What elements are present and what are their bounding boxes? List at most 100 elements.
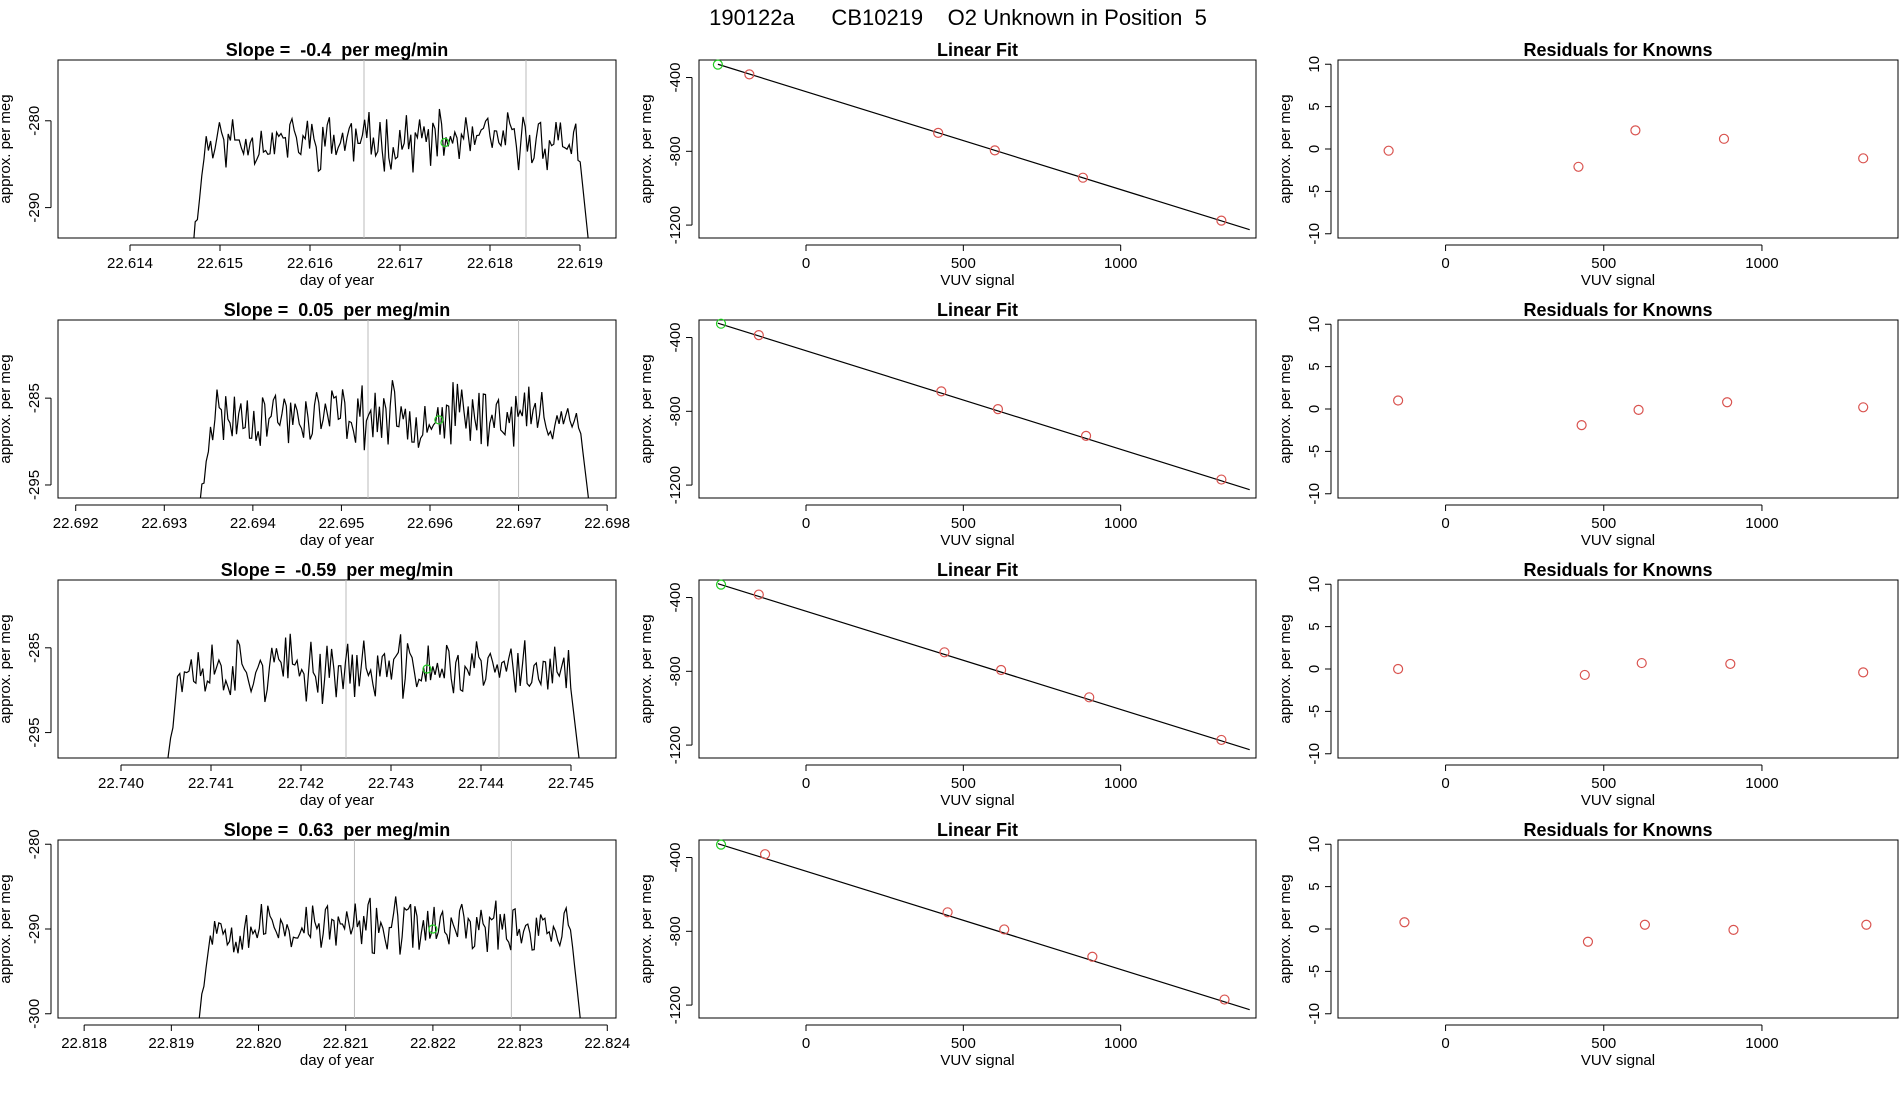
x-tick-label: 500 <box>1591 515 1616 532</box>
signal-trace <box>198 896 581 1018</box>
x-tick-label: 22.821 <box>323 1035 369 1052</box>
y-axis-label: approx. per meg <box>0 874 14 983</box>
plot-frame <box>57 59 617 239</box>
panel-grid: Slope = -0.4 per meg/min 22.614 22.615 22.6… <box>0 40 1899 1069</box>
y-tick-label: -800 <box>667 656 684 686</box>
x-tick-label: 22.818 <box>61 1035 107 1052</box>
y-axis-label: approx. per meg <box>638 354 655 463</box>
known-point <box>933 127 944 138</box>
residual-point <box>1718 133 1730 144</box>
x-axis-label: day of year <box>300 792 374 809</box>
fit-line <box>717 583 1250 751</box>
x-tick-label: 22.819 <box>148 1035 194 1052</box>
y-tick-label: -10 <box>1306 483 1323 505</box>
panel-3-1: Slope = -0.59 per meg/min 22.740 22.741 22.… <box>0 560 617 809</box>
x-tick-label: 1000 <box>1745 775 1778 792</box>
fit-line <box>717 843 1250 1011</box>
x-tick-label: 500 <box>951 775 976 792</box>
known-point <box>1080 430 1092 441</box>
x-tick-label: 0 <box>1441 1035 1449 1052</box>
panel-title: Residuals for Knowns <box>1523 560 1712 580</box>
x-tick-label: 22.618 <box>467 255 513 272</box>
x-tick-label: 1000 <box>1745 1035 1778 1052</box>
x-axis-label: VUV signal <box>1581 532 1655 549</box>
x-tick-label: 0 <box>1441 515 1449 532</box>
y-tick-label: -1200 <box>667 986 684 1024</box>
known-point <box>1216 474 1227 485</box>
x-axis-label: VUV signal <box>940 532 1014 549</box>
x-tick-label: 500 <box>951 1035 976 1052</box>
residual-point <box>1573 161 1584 172</box>
known-point <box>1084 692 1095 703</box>
y-tick-label: 5 <box>1306 102 1323 110</box>
y-axis-label: approx. per meg <box>1277 94 1294 203</box>
known-point <box>939 647 950 658</box>
panel-3-3: Residuals for Knowns 0 500 1000 VUV signal -1… <box>1277 560 1899 809</box>
known-point <box>1087 951 1098 962</box>
x-tick-label: 1000 <box>1745 255 1778 272</box>
x-tick-label: 22.740 <box>98 775 144 792</box>
panel-1-3: Residuals for Knowns 0 500 1000 VUV signal -1… <box>1277 40 1899 289</box>
panel-1-2: Linear Fit 0 500 1000 VUV signal -1200 -800 -40… <box>638 40 1257 289</box>
residual-point <box>1858 667 1869 678</box>
x-axis-label: day of year <box>300 532 374 549</box>
known-point <box>1216 215 1227 226</box>
x-axis-label: VUV signal <box>940 792 1014 809</box>
unknown-point <box>715 579 727 590</box>
plot-frame <box>1337 59 1899 239</box>
unknown-point <box>715 839 727 850</box>
known-point <box>744 69 755 80</box>
x-tick-label: 500 <box>1591 1035 1616 1052</box>
y-tick-label: -280 <box>26 106 43 136</box>
plot-frame <box>698 579 1257 759</box>
y-axis-label: approx. per meg <box>1277 354 1294 463</box>
known-point <box>1219 994 1230 1005</box>
signal-trace <box>167 633 580 758</box>
x-tick-label: 0 <box>1441 775 1449 792</box>
y-tick-label: -400 <box>667 63 684 93</box>
x-tick-label: 500 <box>1591 775 1616 792</box>
x-tick-label: 22.743 <box>368 775 414 792</box>
residual-point <box>1630 125 1641 136</box>
residual-point <box>1725 658 1736 670</box>
residual-point <box>1858 153 1869 164</box>
known-point <box>1077 172 1089 183</box>
panel-2-1: Slope = 0.05 per meg/min 22.692 22.693 22.6… <box>0 300 630 549</box>
x-tick-label: 22.694 <box>230 515 276 532</box>
x-tick-label: 1000 <box>1104 775 1137 792</box>
plot-frame <box>1337 579 1899 759</box>
y-tick-label: -295 <box>26 718 43 748</box>
y-axis-label: approx. per meg <box>0 354 14 463</box>
y-tick-label: -10 <box>1306 1003 1323 1025</box>
y-axis-label: approx. per meg <box>638 614 655 723</box>
unknown-marker <box>434 415 444 425</box>
x-tick-label: 22.695 <box>318 515 364 532</box>
residual-point <box>1728 924 1739 935</box>
fit-line <box>717 63 1250 231</box>
x-tick-label: 1000 <box>1104 1035 1137 1052</box>
x-tick-label: 22.616 <box>287 255 333 272</box>
y-tick-label: -5 <box>1306 965 1323 978</box>
plot-frame <box>57 579 617 759</box>
y-tick-label: -10 <box>1306 223 1323 245</box>
y-tick-label: 0 <box>1306 665 1323 673</box>
x-tick-label: 1000 <box>1104 515 1137 532</box>
plot-frame <box>1337 319 1899 499</box>
x-tick-label: 22.824 <box>584 1035 630 1052</box>
x-tick-label: 1000 <box>1745 515 1778 532</box>
x-axis-label: VUV signal <box>1581 1052 1655 1069</box>
panel-2-2: Linear Fit 0 500 1000 VUV signal -1200 -800 -40… <box>638 300 1257 549</box>
residual-point <box>1582 936 1594 947</box>
x-tick-label: 22.820 <box>236 1035 282 1052</box>
plot-frame <box>698 59 1257 239</box>
panel-title: Linear Fit <box>937 560 1018 580</box>
x-axis-label: VUV signal <box>1581 272 1655 289</box>
residual-point <box>1579 669 1590 681</box>
known-point <box>753 589 764 600</box>
x-tick-label: 22.745 <box>548 775 594 792</box>
y-tick-label: -285 <box>26 633 43 663</box>
y-tick-label: -5 <box>1306 185 1323 198</box>
y-tick-label: -800 <box>667 396 684 426</box>
signal-trace <box>193 108 589 238</box>
